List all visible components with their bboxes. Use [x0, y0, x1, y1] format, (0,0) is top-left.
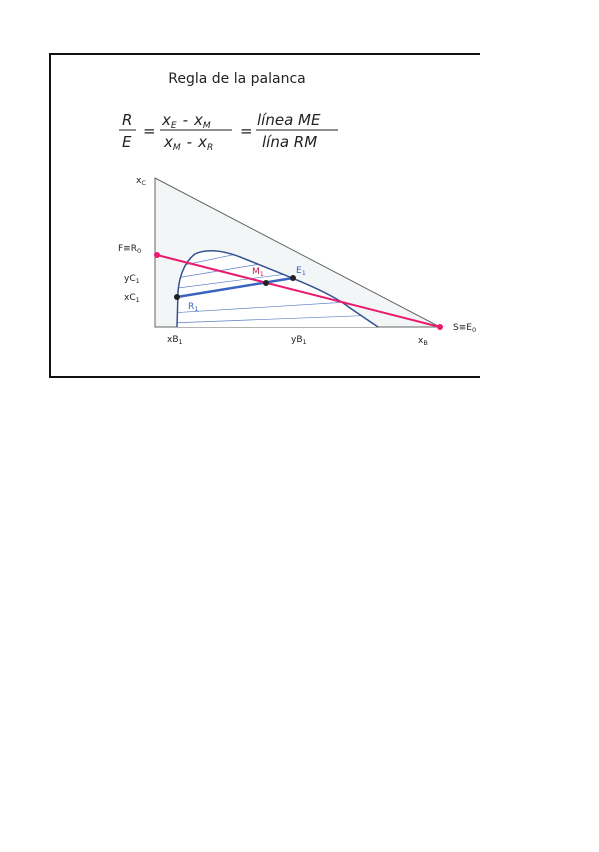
sub: 0: [137, 247, 141, 255]
title: Regla de la palanca: [168, 71, 305, 87]
sub: 1: [303, 338, 307, 346]
sub: 0: [472, 326, 476, 334]
mid-den: xM - xR: [163, 133, 213, 153]
sub: E: [171, 121, 177, 131]
sub: 1: [136, 277, 140, 285]
axis-label: yB1: [291, 335, 307, 346]
label: F≡R: [118, 244, 137, 254]
point-label: F≡R0: [118, 244, 141, 255]
mid-num: xE - xM: [161, 111, 211, 131]
axis-label: xB1: [167, 335, 183, 346]
equals: =: [143, 122, 156, 140]
equals: =: [240, 122, 253, 140]
axis-label: xB: [418, 336, 428, 347]
sub: M: [173, 143, 181, 153]
sub: 1: [136, 296, 140, 304]
label: yB: [291, 335, 303, 345]
rhs-num: línea ME: [257, 111, 321, 129]
label: S≡E: [453, 323, 472, 333]
point-label: M1: [252, 267, 264, 278]
sub: 1: [179, 338, 183, 346]
axis-label: xC: [136, 176, 146, 187]
label: x: [136, 176, 142, 186]
var: x: [163, 133, 173, 151]
var: x: [193, 111, 203, 129]
point-label: R1: [188, 302, 198, 313]
frame: [49, 53, 480, 378]
rhs-den: lína RM: [262, 133, 317, 151]
label: xC: [124, 293, 136, 303]
axis-label: xC1: [124, 293, 140, 304]
label: x: [418, 336, 424, 346]
label: R: [188, 302, 194, 312]
var: x: [197, 133, 207, 151]
sub: 1: [260, 270, 264, 278]
sub: B: [423, 339, 427, 347]
sub: M: [203, 121, 211, 131]
label: yC: [124, 274, 136, 284]
triangle: [154, 177, 443, 330]
label: xB: [167, 335, 179, 345]
point-label: S≡E0: [453, 323, 476, 334]
label: E: [296, 266, 302, 276]
lhs-den: E: [122, 133, 132, 151]
sub: R: [207, 143, 213, 153]
label: M: [252, 267, 260, 277]
lhs-num: R: [122, 111, 132, 129]
sub: 1: [302, 269, 306, 277]
sub: 1: [194, 305, 198, 313]
formula: R E = xE - xM xM - xR = línea ME lína RM: [119, 111, 338, 153]
op: -: [183, 111, 188, 129]
var: x: [161, 111, 171, 129]
axis-label: yC1: [124, 274, 140, 285]
point-label: E1: [296, 266, 306, 277]
op: -: [187, 133, 192, 151]
sub: C: [141, 179, 146, 187]
labels: xC F≡R0 yC1 xC1 M1 E1 R1 S≡E0 xB1 yB1 xB: [118, 176, 476, 347]
